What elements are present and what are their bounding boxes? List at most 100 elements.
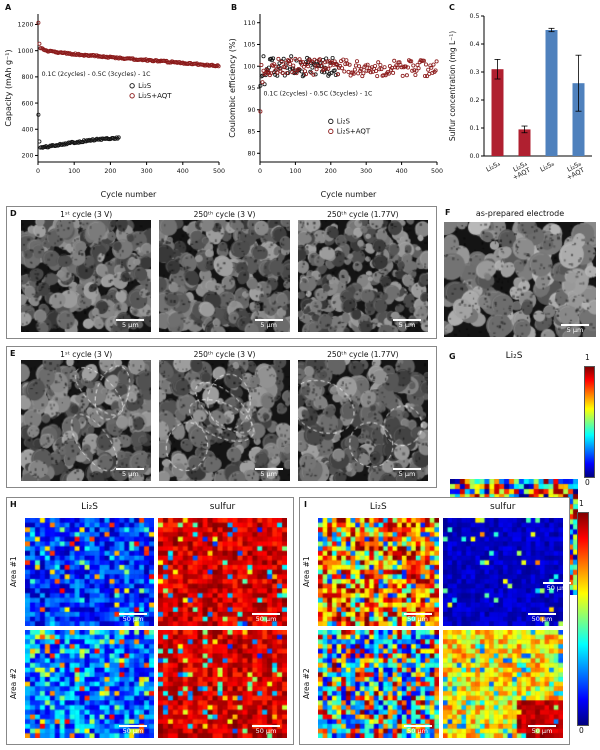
panel-h-box: Li₂S sulfur Area #1 50 µm 50 µm Area #2 … (6, 497, 294, 745)
sem-d-cell-2: 250ᵗʰ cycle (3 V) 5 µm (159, 209, 290, 332)
svg-text:Li₂S₈+AQT: Li₂S₈+AQT (562, 160, 586, 182)
scale-line (254, 318, 283, 321)
scale-text: 50 µm (546, 583, 568, 592)
scale-text: 5 µm (566, 325, 584, 334)
sem-e-image-2: 5 µm (159, 360, 290, 481)
scale-bar: 5 µm (392, 318, 421, 329)
scale-text: 5 µm (398, 320, 416, 329)
svg-text:300: 300 (141, 168, 153, 175)
heatmap-canvas (25, 518, 154, 626)
colorbar-g (584, 366, 595, 478)
scale-bar: 5 µm (392, 467, 421, 478)
panel-label-c: C (449, 3, 455, 12)
sem-e-title-2: 250ᵗʰ cycle (3 V) (193, 350, 256, 359)
sem-e-image-1: 5 µm (21, 360, 152, 481)
scale-bar: 50 µm (252, 724, 280, 735)
svg-text:0.0: 0.0 (469, 153, 479, 160)
colorbar-main-max: 1 (579, 499, 584, 508)
svg-text:300: 300 (360, 168, 372, 175)
scale-bar: 50 µm (119, 612, 147, 623)
scale-text: 50 µm (255, 614, 277, 623)
svg-text:Li₂S: Li₂S (337, 118, 351, 126)
scale-line (543, 581, 571, 584)
panel-label-f: F (445, 208, 451, 217)
scale-text: 5 µm (260, 469, 277, 478)
svg-text:Li₂S₈: Li₂S₈ (539, 160, 556, 174)
scale-bar: 50 µm (252, 612, 280, 623)
sem-d-title-1: 1ˢᵗ cycle (3 V) (60, 210, 113, 219)
scale-line (119, 612, 147, 615)
svg-text:0.1: 0.1 (469, 125, 479, 132)
svg-text:100: 100 (243, 63, 255, 70)
panel-h-col-sulfur: sulfur (209, 502, 236, 512)
scale-line (403, 612, 432, 615)
heatmap-i-area2-li2s: 50 µm (318, 630, 439, 738)
scale-line (528, 612, 556, 615)
sem-canvas (297, 360, 428, 481)
panel-i-row-area1: Area #1 (302, 556, 311, 588)
svg-text:200: 200 (21, 153, 33, 160)
panel-h-row-area1: Area #1 (9, 556, 18, 588)
sem-e-title-1: 1ˢᵗ cycle (3 V) (60, 350, 113, 359)
sem-e-cell-3: 250ᵗʰ cycle (1.77V) 5 µm (297, 349, 428, 481)
panel-label-g: G (449, 352, 456, 361)
panel-h-col-li2s: Li₂S (81, 502, 98, 512)
svg-text:Li₂S+AQT: Li₂S+AQT (138, 92, 172, 100)
capacity-vs-cycle-chart: 0 100 200 300 400 500 200 400 600 800 1000 1200 Cycl… (4, 14, 225, 199)
colorbar-main (577, 512, 589, 726)
svg-text:600: 600 (21, 100, 33, 107)
scale-text: 50 µm (122, 614, 144, 623)
panel-d-row: 1ˢᵗ cycle (3 V) 5 µm 250ᵗʰ cycle (3 V) 5… (7, 207, 436, 338)
svg-text:1000: 1000 (17, 48, 33, 55)
svg-text:0.2: 0.2 (469, 97, 479, 104)
svg-text:Li₂S₄+AQT: Li₂S₄+AQT (508, 160, 532, 182)
svg-text:400: 400 (21, 126, 33, 133)
sem-canvas (297, 220, 428, 332)
panel-label-a: A (5, 3, 12, 12)
panel-g-title: Li₂S (505, 351, 523, 361)
sem-e-cell-1: 1ˢᵗ cycle (3 V) 5 µm (21, 349, 152, 481)
heatmap-canvas (158, 630, 287, 738)
svg-text:400: 400 (177, 168, 189, 175)
svg-text:100: 100 (68, 168, 80, 175)
svg-text:80: 80 (247, 150, 255, 157)
heatmap-canvas (318, 630, 439, 738)
scale-text: 50 µm (255, 726, 277, 735)
svg-text:Cycle number: Cycle number (101, 190, 157, 199)
scale-text: 50 µm (407, 614, 428, 623)
heatmap-canvas (442, 630, 563, 738)
panel-i-col-sulfur: sulfur (490, 502, 516, 512)
scale-bar: 50 µm (403, 724, 432, 735)
scale-text: 50 µm (122, 726, 144, 735)
scale-line (561, 323, 589, 326)
svg-text:0.1C (2cycles) - 0.5C (3cycles: 0.1C (2cycles) - 0.5C (3cycles) - 1C (42, 71, 151, 78)
svg-text:Coulombic efficiency (%): Coulombic efficiency (%) (228, 38, 237, 138)
scale-bar: 5 µm (254, 318, 283, 329)
heatmap-h-area1-sulfur: 50 µm (158, 518, 287, 626)
svg-text:0: 0 (258, 168, 262, 175)
panel-label-h: H (10, 500, 17, 509)
scale-line (116, 467, 145, 470)
sem-e-title-3: 250ᵗʰ cycle (1.77V) (327, 350, 399, 359)
svg-text:0.3: 0.3 (469, 69, 479, 76)
svg-text:110: 110 (243, 20, 255, 27)
sem-d-image-3: 5 µm (297, 220, 428, 332)
svg-text:Li₂S: Li₂S (138, 82, 152, 90)
scale-text: 5 µm (260, 320, 277, 329)
sem-f-image: 5 µm (444, 222, 596, 337)
panel-h-row-area2: Area #2 (9, 668, 18, 700)
scale-text: 5 µm (121, 469, 139, 478)
scale-text: 5 µm (398, 469, 416, 478)
svg-text:0.1C (2cycles) - 0.5C (3cycles: 0.1C (2cycles) - 0.5C (3cycles) - 1C (264, 90, 373, 97)
scale-bar: 5 µm (254, 467, 283, 478)
sem-d-image-1: 5 µm (21, 220, 152, 332)
scale-line (403, 724, 432, 727)
sem-e-image-3: 5 µm (297, 360, 428, 481)
svg-text:Cycle number: Cycle number (321, 190, 377, 199)
sem-d-title-2: 250ᵗʰ cycle (3 V) (193, 210, 256, 219)
svg-text:0: 0 (36, 168, 40, 175)
scale-bar: 50 µm (403, 612, 432, 623)
scale-text: 50 µm (407, 726, 428, 735)
heatmap-canvas (318, 518, 439, 626)
panel-i-box: Li₂S sulfur Area #1 50 µm 50 µm Area #2 … (299, 497, 570, 745)
